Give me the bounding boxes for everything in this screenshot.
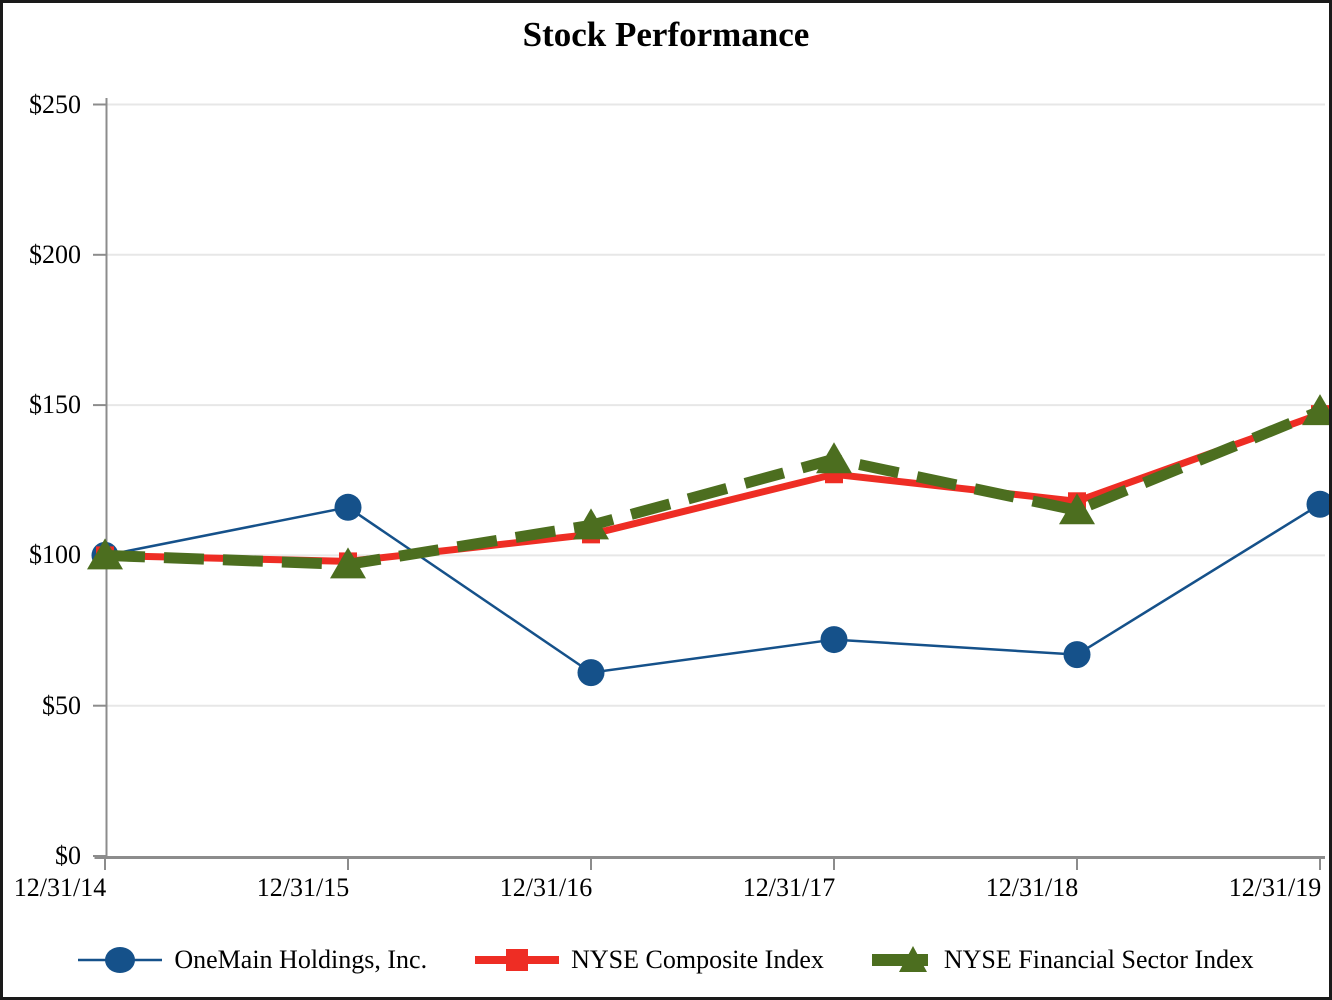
chart-legend: OneMain Holdings, Inc. NYSE Composite In… [3, 945, 1329, 975]
x-tick-label: 12/31/17 [742, 873, 836, 902]
x-tick-label: 12/31/14 [13, 873, 107, 902]
data-point-circle [577, 659, 605, 687]
square-line-marker-icon [475, 949, 560, 971]
legend-label-nyse-composite: NYSE Composite Index [571, 945, 824, 974]
x-tick-label: 12/31/19 [1228, 873, 1322, 902]
data-point-triangle [1302, 394, 1329, 426]
data-point-triangle [573, 508, 609, 540]
data-point-circle [334, 493, 362, 521]
data-point-circle [1063, 641, 1091, 669]
circle-line-marker-icon [78, 947, 163, 973]
data-point-circle [1306, 490, 1329, 518]
data-point-triangle [816, 442, 852, 474]
data-point-triangle [330, 547, 366, 579]
legend-item-nyse-composite: NYSE Composite Index [475, 945, 824, 975]
series-line-0 [104, 503, 1321, 674]
y-tick-label: $100 [29, 540, 81, 570]
series-line-2 [104, 406, 1323, 570]
y-tick-label: $50 [42, 690, 81, 720]
y-tick-label: $0 [55, 841, 81, 870]
data-point-circle [820, 626, 848, 654]
legend-item-nyse-financial: NYSE Financial Sector Index [871, 945, 1254, 975]
data-point-triangle [1059, 493, 1095, 525]
y-tick-label: $200 [29, 239, 81, 269]
x-tick-label: 12/31/16 [499, 873, 593, 902]
chart-title: Stock Performance [522, 15, 810, 54]
x-tick-label: 12/31/15 [256, 873, 350, 902]
data-point-triangle [87, 538, 123, 570]
x-tick-label: 12/31/18 [985, 873, 1079, 902]
legend-item-onemain: OneMain Holdings, Inc. [78, 945, 427, 975]
plot-area [87, 98, 1329, 870]
legend-label-nyse-financial: NYSE Financial Sector Index [943, 945, 1254, 974]
y-tick-label: $150 [29, 390, 81, 420]
legend-label-onemain: OneMain Holdings, Inc. [174, 945, 428, 974]
y-tick-label: $250 [29, 89, 81, 119]
dash-triangle-marker-icon [871, 946, 928, 972]
